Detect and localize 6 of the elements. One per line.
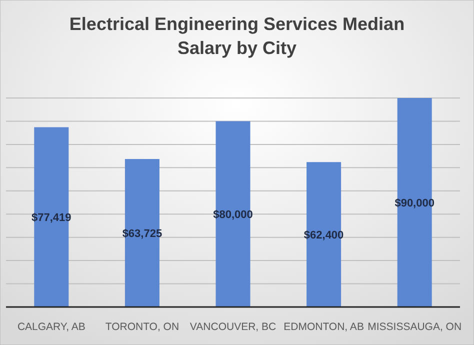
x-tick-label: VANCOUVER, BC <box>190 321 276 333</box>
x-tick-label: MISSISSAUGA, ON <box>368 321 462 333</box>
x-tick-label: TORONTO, ON <box>105 321 180 333</box>
x-tick-label: EDMONTON, AB <box>284 321 364 333</box>
x-tick-label: CALGARY, AB <box>17 321 86 333</box>
chart-title: Electrical Engineering Services Median Salary by City <box>69 14 405 58</box>
